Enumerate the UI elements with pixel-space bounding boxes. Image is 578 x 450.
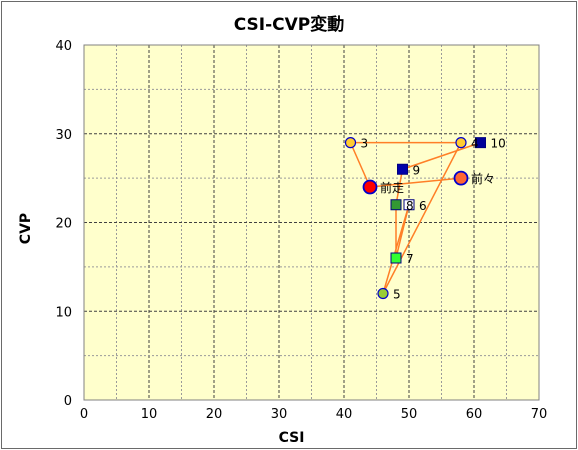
data-point-1 [453, 170, 469, 186]
data-point-6 [403, 199, 415, 211]
x-tick-label: 30 [271, 407, 288, 422]
y-tick-label: 0 [64, 394, 72, 409]
y-tick-label: 40 [55, 39, 72, 54]
y-axis-ticks: 0 10 20 30 40 [55, 39, 72, 409]
y-tick-label: 10 [55, 305, 72, 320]
data-point-7 [390, 252, 402, 264]
data-point-9 [397, 163, 408, 175]
point-label-9: 9 [413, 163, 421, 177]
data-point-8 [390, 199, 402, 211]
plot-border [83, 44, 540, 401]
x-tick-label: 50 [401, 407, 418, 422]
point-label-1: 前々 [471, 171, 495, 186]
x-tick-label: 60 [466, 407, 483, 422]
point-label-3: 3 [361, 137, 369, 151]
point-label-2: 前走 [380, 180, 404, 195]
point-label-5: 5 [393, 288, 401, 302]
data-point-3 [344, 137, 357, 149]
x-axis-ticks: 0 10 20 30 40 50 60 70 [80, 407, 547, 422]
x-tick-label: 20 [206, 407, 223, 422]
series-points [344, 137, 486, 300]
grid-lines [84, 45, 539, 400]
point-label-8: 8 [406, 199, 414, 213]
data-point-2 [362, 179, 378, 195]
series-line [349, 141, 481, 294]
data-point-10 [475, 137, 486, 149]
data-point-4 [455, 137, 467, 149]
y-axis-title: CVP [18, 213, 34, 244]
data-point-5 [377, 287, 389, 300]
x-axis-title: CSI [279, 430, 305, 446]
point-label-4: 4 [471, 137, 479, 151]
x-tick-label: 0 [80, 407, 88, 422]
x-tick-label: 70 [531, 407, 548, 422]
y-tick-label: 30 [55, 128, 72, 143]
point-label-10: 10 [491, 137, 506, 151]
y-tick-label: 20 [55, 217, 72, 232]
chart-title: CSI-CVP変動 [234, 14, 345, 35]
series-path [349, 141, 481, 294]
point-label-7: 7 [406, 252, 414, 266]
x-tick-label: 10 [141, 407, 158, 422]
point-label-6: 6 [419, 199, 427, 213]
x-tick-label: 40 [336, 407, 353, 422]
